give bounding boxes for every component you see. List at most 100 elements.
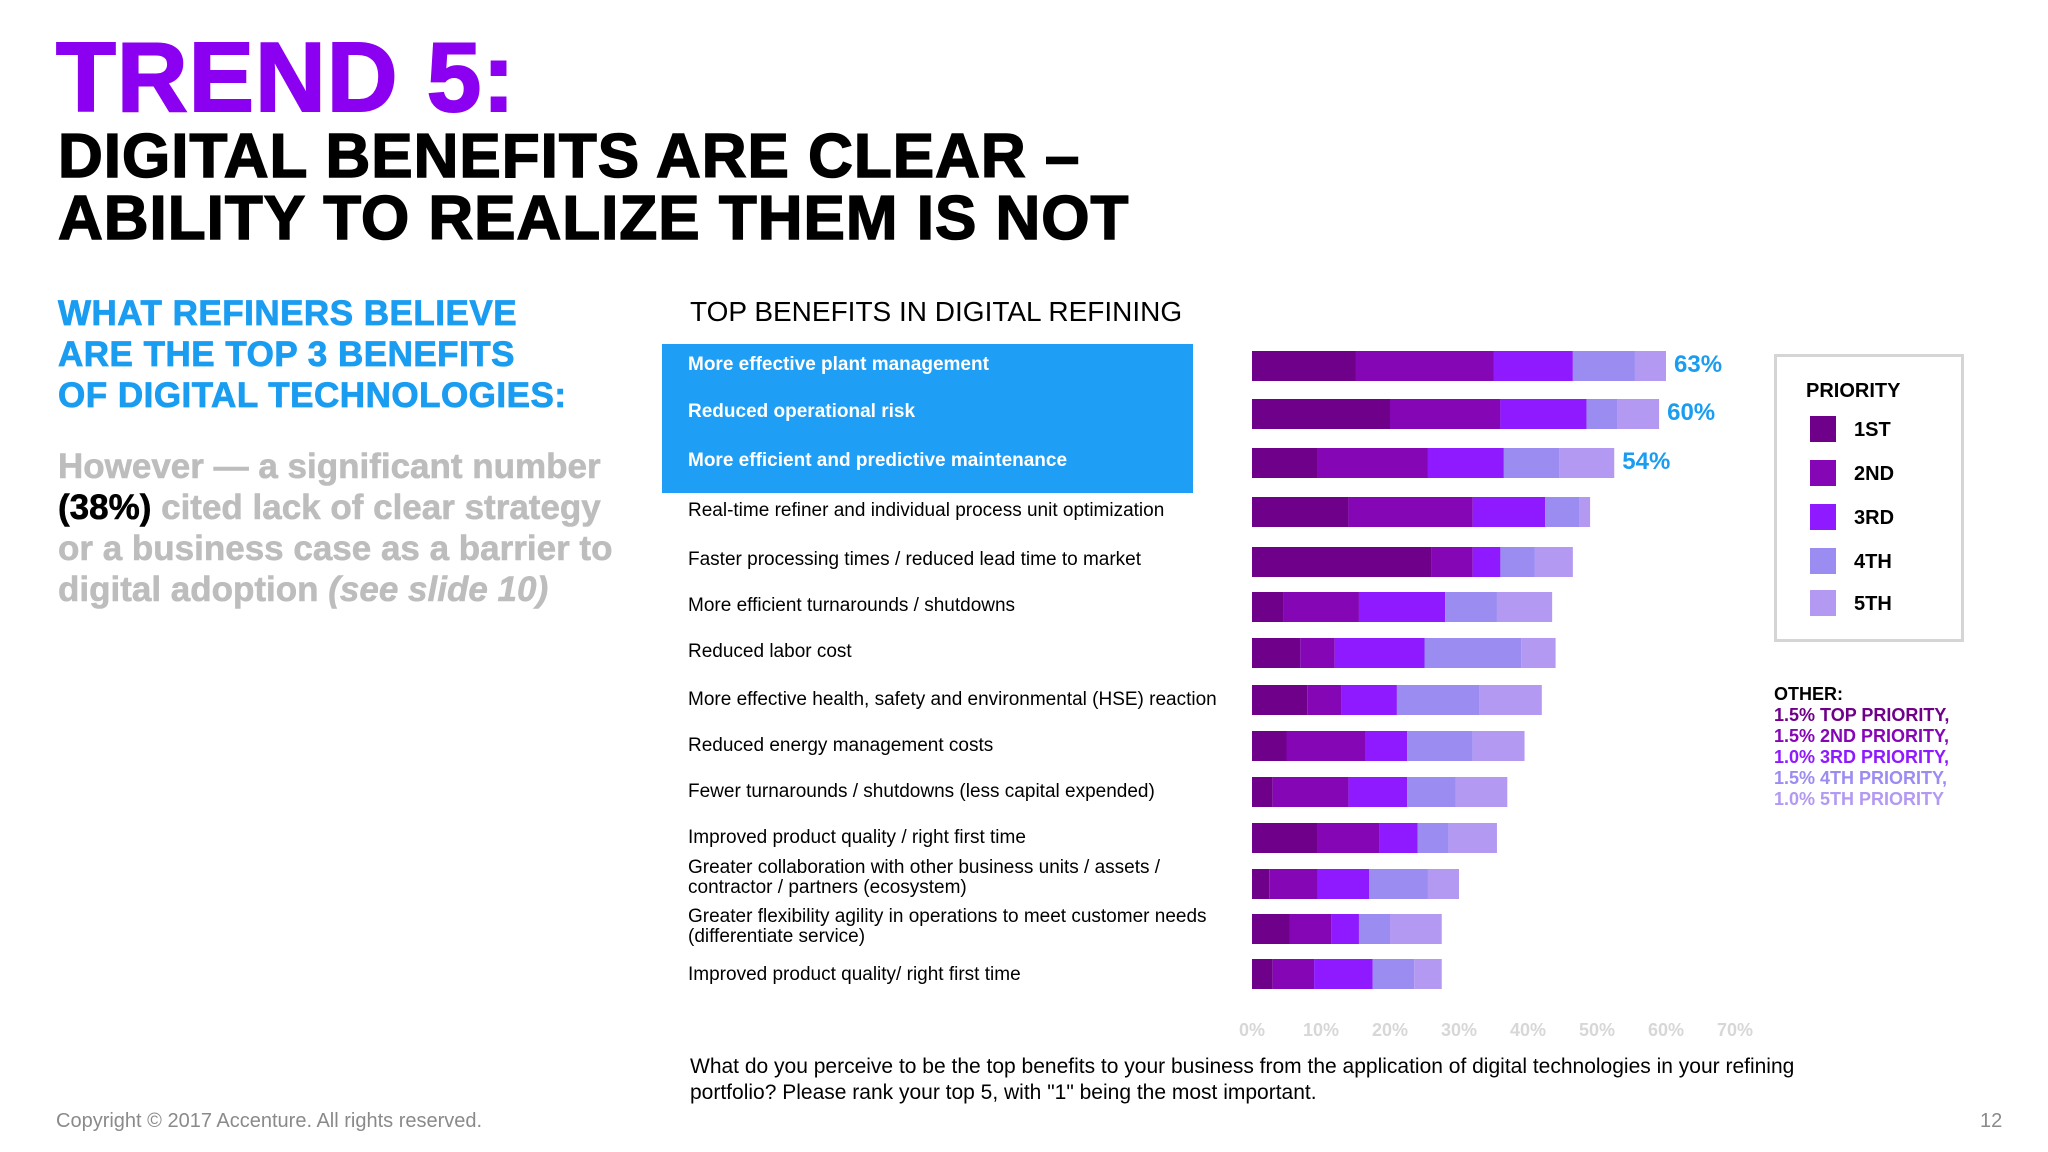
bar-segment-3rd: [1365, 731, 1408, 761]
bar-segment-3rd: [1334, 638, 1425, 668]
bar-segment-3rd: [1314, 959, 1373, 989]
believe-line-2: ARE THE TOP 3 BENEFITS: [58, 335, 516, 374]
category-label: More effective health, safety and enviro…: [688, 689, 1217, 710]
category-label: More efficient and predictive maintenanc…: [688, 450, 1068, 471]
bar-segment-5th: [1521, 638, 1556, 668]
legend-label-4th: 4TH: [1854, 551, 1892, 573]
x-tick-label: 0%: [1238, 1020, 1266, 1040]
total-label: 63%: [1674, 351, 1723, 378]
page-number: 12: [1980, 1110, 2003, 1132]
legend-label-3rd: 3RD: [1854, 507, 1895, 529]
bar-segment-1st: [1252, 823, 1318, 853]
bar-segment-2nd: [1272, 777, 1349, 807]
bar-segment-2nd: [1431, 547, 1473, 577]
believe-line-1: WHAT REFINERS BELIEVE: [58, 294, 518, 333]
x-tick-label: 70%: [1716, 1020, 1754, 1040]
bar-segment-1st: [1252, 592, 1284, 622]
survey-question: What do you perceive to be the top benef…: [690, 1055, 1795, 1104]
bar-segment-4th: [1407, 777, 1456, 807]
x-tick-label: 40%: [1509, 1020, 1547, 1040]
chart-title: TOP BENEFITS IN DIGITAL REFINING: [690, 296, 1183, 327]
bar-segment-2nd: [1348, 497, 1473, 527]
bar-segment-4th: [1572, 351, 1635, 381]
bar-segment-5th: [1427, 869, 1459, 899]
category-label: Reduced operational risk: [688, 401, 916, 422]
x-tick-label: 50%: [1578, 1020, 1616, 1040]
other-line-3: 1.0% 3RD PRIORITY,: [1774, 747, 1950, 767]
bar-segment-4th: [1358, 914, 1390, 944]
legend-swatch-4th: [1810, 548, 1836, 574]
bar-segment-4th: [1445, 592, 1497, 622]
category-label: Fewer turnarounds / shutdowns (less capi…: [688, 781, 1155, 802]
bar-segment-4th: [1545, 497, 1580, 527]
bar-segment-2nd: [1307, 685, 1342, 715]
bar-segment-4th: [1407, 731, 1473, 761]
bar-segment-3rd: [1472, 547, 1501, 577]
bar-segment-2nd: [1286, 731, 1366, 761]
bar-segment-2nd: [1289, 914, 1332, 944]
however-paragraph: However — a significant number (38%) cit…: [58, 446, 618, 610]
bar-segment-5th: [1455, 777, 1508, 807]
bar-segment-5th: [1479, 685, 1542, 715]
bar-segment-1st: [1252, 914, 1290, 944]
headline-line-2: ABILITY TO REALIZE THEM IS NOT: [57, 184, 1130, 253]
however-post: cited lack of clear strategy or a busine…: [58, 488, 613, 610]
category-label: More efficient turnarounds / shutdowns: [688, 595, 1016, 616]
x-tick-label: 30%: [1440, 1020, 1478, 1040]
bar-segment-3rd: [1358, 592, 1446, 622]
bar-segment-4th: [1424, 638, 1522, 668]
bar-segment-5th: [1634, 351, 1666, 381]
however-highlight: (38%): [58, 488, 152, 528]
legend-label-5th: 5TH: [1854, 593, 1892, 615]
copyright: Copyright © 2017 Accenture. All rights r…: [56, 1110, 483, 1132]
category-label: Improved product quality/ right first ti…: [688, 964, 1021, 985]
category-label: Reduced labor cost: [688, 641, 852, 662]
bar-segment-3rd: [1472, 497, 1546, 527]
however-pre: However — a significant number: [58, 447, 601, 487]
x-tick-label: 60%: [1647, 1020, 1685, 1040]
bar-segment-5th: [1617, 399, 1660, 429]
category-label: Real-time refiner and individual process…: [688, 500, 1165, 521]
bar-segment-1st: [1252, 869, 1270, 899]
bar-segment-1st: [1252, 685, 1308, 715]
bar-segment-5th: [1390, 914, 1442, 944]
total-label: 60%: [1667, 399, 1716, 426]
bar-segment-1st: [1252, 351, 1356, 381]
legend-label-1st: 1ST: [1854, 419, 1891, 441]
bar-segment-2nd: [1283, 592, 1359, 622]
bar-segment-1st: [1252, 959, 1273, 989]
bar-segment-1st: [1252, 547, 1432, 577]
bar-segment-5th: [1496, 592, 1553, 622]
legend-swatch-5th: [1810, 590, 1836, 616]
bar-segment-5th: [1472, 731, 1525, 761]
bar-segment-2nd: [1300, 638, 1335, 668]
bar-segment-5th: [1559, 448, 1615, 478]
x-tick-label: 10%: [1302, 1020, 1340, 1040]
bar-segment-2nd: [1317, 823, 1380, 853]
other-line-2: 1.5% 2ND PRIORITY,: [1774, 726, 1950, 746]
bar-segment-2nd: [1355, 351, 1494, 381]
other-heading: OTHER:: [1774, 684, 1843, 704]
category-label: More effective plant management: [688, 354, 989, 375]
legend-title: PRIORITY: [1806, 380, 1901, 402]
bar-segment-5th: [1579, 497, 1591, 527]
category-label: Improved product quality / right first t…: [688, 827, 1026, 848]
bar-segment-2nd: [1272, 959, 1315, 989]
bar-segment-1st: [1252, 731, 1287, 761]
bar-segment-2nd: [1269, 869, 1318, 899]
bar-segment-3rd: [1427, 448, 1504, 478]
bar-segment-4th: [1586, 399, 1618, 429]
headline-line-1: DIGITAL BENEFITS ARE CLEAR –: [57, 122, 1081, 191]
bar-segment-3rd: [1341, 685, 1397, 715]
bar-segment-4th: [1396, 685, 1480, 715]
bar-segment-3rd: [1379, 823, 1418, 853]
trend-title: TREND 5:: [55, 22, 516, 132]
bar-segment-3rd: [1348, 777, 1408, 807]
legend-swatch-1st: [1810, 416, 1836, 442]
bar-segment-1st: [1252, 497, 1349, 527]
category-label: Greater flexibility agility in operation…: [688, 906, 1207, 947]
bar-segment-4th: [1503, 448, 1560, 478]
bar-segment-1st: [1252, 448, 1318, 478]
bar-segment-1st: [1252, 777, 1273, 807]
category-label: Reduced energy management costs: [688, 735, 994, 756]
